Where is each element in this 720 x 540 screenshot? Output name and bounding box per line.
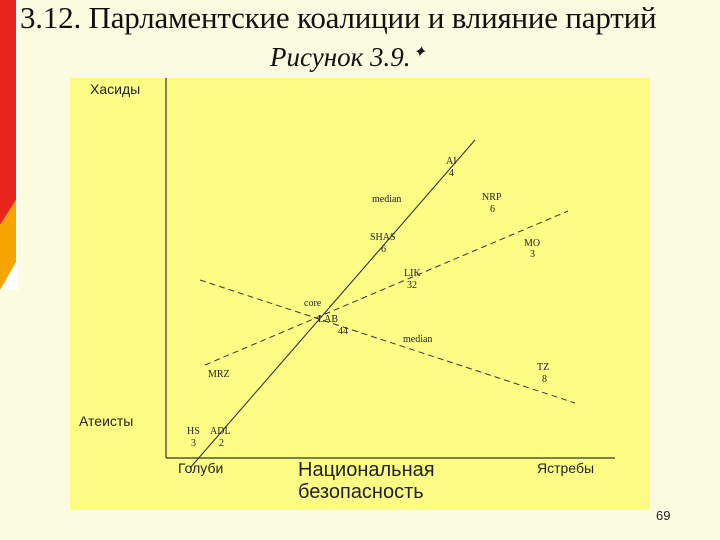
party-nrp: NRP 6	[482, 192, 502, 215]
party-seats: 3	[191, 438, 196, 449]
figure-caption: Рисунок 3.9. ✦	[270, 42, 426, 73]
party-seats: 6	[490, 204, 495, 215]
y-axis-bottom-label: Атеисты	[79, 413, 133, 429]
party-hs: HS 3	[187, 426, 200, 449]
slide-title: 3.12. Парламентские коалиции и влияние п…	[20, 0, 657, 35]
party-ai: AI 4	[446, 156, 457, 179]
party-seats: 44	[338, 326, 348, 337]
party-adl: ADL 2	[210, 426, 231, 449]
dashed-line-falling	[199, 279, 576, 404]
party-seats: 32	[407, 280, 417, 291]
party-tz: TZ 8	[537, 362, 549, 385]
core-label: core	[304, 298, 322, 309]
figure-caption-text: Рисунок 3.9.	[270, 42, 411, 72]
party-shas: SHAS 6	[370, 232, 396, 255]
party-seats: 6	[381, 244, 386, 255]
party-lik: LIK 32	[404, 268, 421, 291]
party-seats: 8	[542, 374, 547, 385]
diagram-canvas: Хасиды Атеисты Голуби Национальная безоп…	[79, 78, 615, 503]
party-name: HS	[187, 426, 200, 437]
party-name: LAB	[318, 314, 338, 325]
x-axis-title-line2: безопасность	[298, 481, 424, 503]
party-mrz: MRZ	[208, 369, 230, 380]
party-name: SHAS	[370, 232, 396, 243]
page-number: 69	[656, 508, 671, 523]
party-lab: LAB 44	[318, 314, 348, 337]
party-name: MO	[524, 238, 540, 249]
median-label-upper: median	[372, 194, 401, 205]
party-seats: 4	[449, 168, 454, 179]
party-name: TZ	[537, 362, 549, 373]
star-icon: ✦	[412, 44, 426, 61]
party-name: ADL	[210, 426, 231, 437]
x-axis-left-label: Голуби	[178, 460, 223, 476]
dashed-line-rising	[204, 210, 569, 366]
party-seats: 2	[219, 438, 224, 449]
x-axis-right-label: Ястребы	[537, 460, 594, 476]
party-mo: MO 3	[524, 238, 540, 260]
party-seats: 3	[530, 249, 535, 260]
x-axis-title-line1: Национальная	[298, 459, 435, 481]
party-name: MRZ	[208, 369, 230, 380]
party-name: AI	[446, 156, 457, 167]
decorative-stripe	[0, 0, 16, 290]
coalition-diagram: Хасиды Атеисты Голуби Национальная безоп…	[70, 78, 650, 510]
solid-median-line	[189, 139, 476, 469]
y-axis-top-label: Хасиды	[90, 81, 140, 97]
left-band	[0, 0, 18, 290]
party-name: LIK	[404, 268, 421, 279]
median-label-lower: median	[403, 334, 432, 345]
party-name: NRP	[482, 192, 502, 203]
